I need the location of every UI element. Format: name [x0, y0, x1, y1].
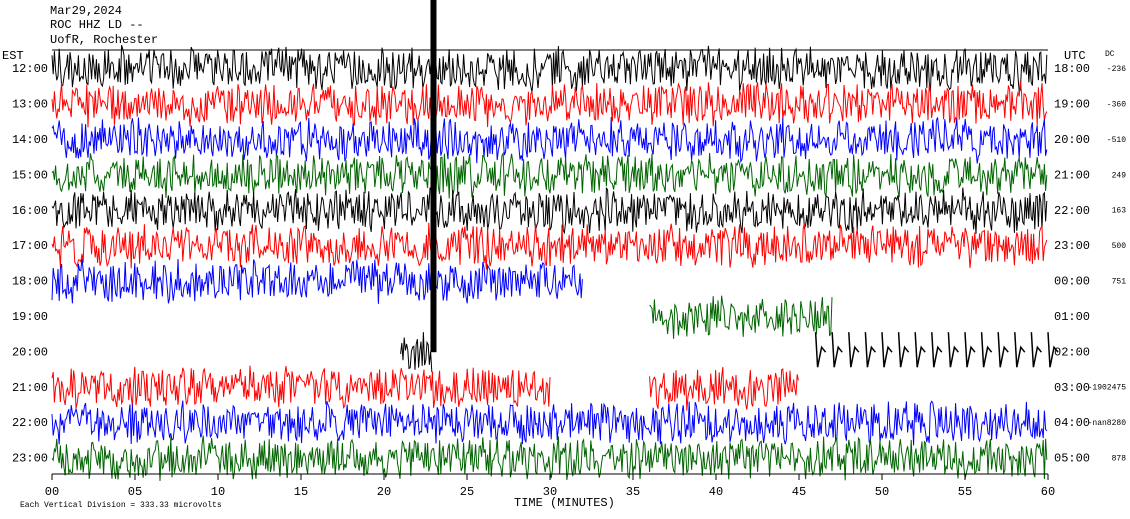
dc-label: -236	[1107, 65, 1126, 74]
trace	[649, 295, 833, 339]
trace	[1030, 332, 1042, 368]
station: UofR, Rochester	[50, 33, 158, 47]
trace	[51, 435, 1048, 482]
utc-label: 02:00	[1054, 345, 1090, 359]
trace	[980, 332, 993, 368]
trace	[864, 332, 876, 368]
x-tick-label: 35	[626, 485, 640, 499]
est-label: 22:00	[12, 416, 48, 430]
dc-label: 878	[1112, 455, 1127, 464]
utc-label: 23:00	[1054, 239, 1090, 253]
utc-label: 03:00	[1054, 381, 1090, 395]
utc-label: 00:00	[1054, 275, 1090, 289]
est-label: 19:00	[12, 310, 48, 324]
spike	[430, 0, 437, 353]
est-label: 12:00	[12, 62, 48, 76]
est-label: 23:00	[12, 452, 48, 466]
utc-label: 18:00	[1054, 62, 1090, 76]
x-tick-label: 40	[709, 485, 723, 499]
utc-label: 20:00	[1054, 133, 1090, 147]
trace	[400, 332, 434, 374]
trace	[931, 332, 943, 368]
est-label: 16:00	[12, 204, 48, 218]
est-label: 15:00	[12, 168, 48, 182]
x-tick-label: 45	[792, 485, 806, 499]
trace	[1014, 332, 1026, 368]
x-tick-label: 05	[128, 485, 142, 499]
x-tick-label: 20	[377, 485, 391, 499]
left-axis-label: EST	[2, 49, 24, 63]
x-tick-label: 60	[1041, 485, 1055, 499]
footnote: Each Vertical Division = 333.33 microvol…	[20, 501, 222, 510]
dc-label: 163	[1112, 207, 1127, 216]
x-tick-label: 50	[875, 485, 889, 499]
trace	[51, 45, 1048, 93]
x-tick-label: 00	[45, 485, 59, 499]
x-axis-label: TIME (MINUTES)	[514, 496, 615, 510]
utc-label: 22:00	[1054, 204, 1090, 218]
trace	[947, 332, 959, 368]
trace	[848, 332, 860, 368]
dc-label: DC	[1105, 50, 1115, 59]
utc-label: 01:00	[1054, 310, 1090, 324]
dc-label: -1902475	[1088, 384, 1127, 393]
x-tick-label: 30	[543, 485, 557, 499]
trace	[831, 332, 843, 368]
trace	[1047, 332, 1059, 368]
utc-label: 04:00	[1054, 416, 1090, 430]
est-label: 17:00	[12, 239, 48, 253]
x-tick-label: 10	[211, 485, 225, 499]
trace	[649, 367, 799, 411]
dc-label: 751	[1112, 278, 1127, 287]
x-tick-label: 25	[460, 485, 474, 499]
trace	[897, 332, 910, 368]
trace	[51, 186, 1048, 235]
dc-label: -510	[1107, 136, 1126, 145]
trace	[914, 332, 926, 368]
est-label: 21:00	[12, 381, 48, 395]
utc-label: 19:00	[1054, 98, 1090, 112]
trace	[51, 365, 551, 410]
est-label: 14:00	[12, 133, 48, 147]
subtitle: ROC HHZ LD --	[50, 18, 144, 32]
trace	[51, 151, 1048, 199]
dc-label: -nan8280	[1088, 419, 1127, 428]
trace	[51, 117, 1048, 164]
est-label: 20:00	[12, 345, 48, 359]
utc-label: 05:00	[1054, 452, 1090, 466]
trace	[51, 258, 583, 304]
trace	[881, 332, 893, 368]
utc-label: 21:00	[1054, 168, 1090, 182]
dc-label: 249	[1112, 171, 1127, 180]
trace	[51, 222, 1048, 270]
traces	[51, 0, 1059, 482]
dc-label: -360	[1107, 101, 1126, 110]
est-label: 18:00	[12, 275, 48, 289]
right-axis-label: UTC	[1064, 49, 1086, 63]
x-tick-label: 15	[294, 485, 308, 499]
trace	[814, 332, 827, 368]
title: Mar29,2024	[50, 4, 122, 18]
trace	[997, 332, 1009, 368]
x-tick-label: 55	[958, 485, 972, 499]
dc-label: 500	[1112, 242, 1127, 251]
trace	[964, 332, 976, 368]
trace	[51, 80, 1048, 128]
trace	[51, 400, 1048, 446]
est-label: 13:00	[12, 98, 48, 112]
